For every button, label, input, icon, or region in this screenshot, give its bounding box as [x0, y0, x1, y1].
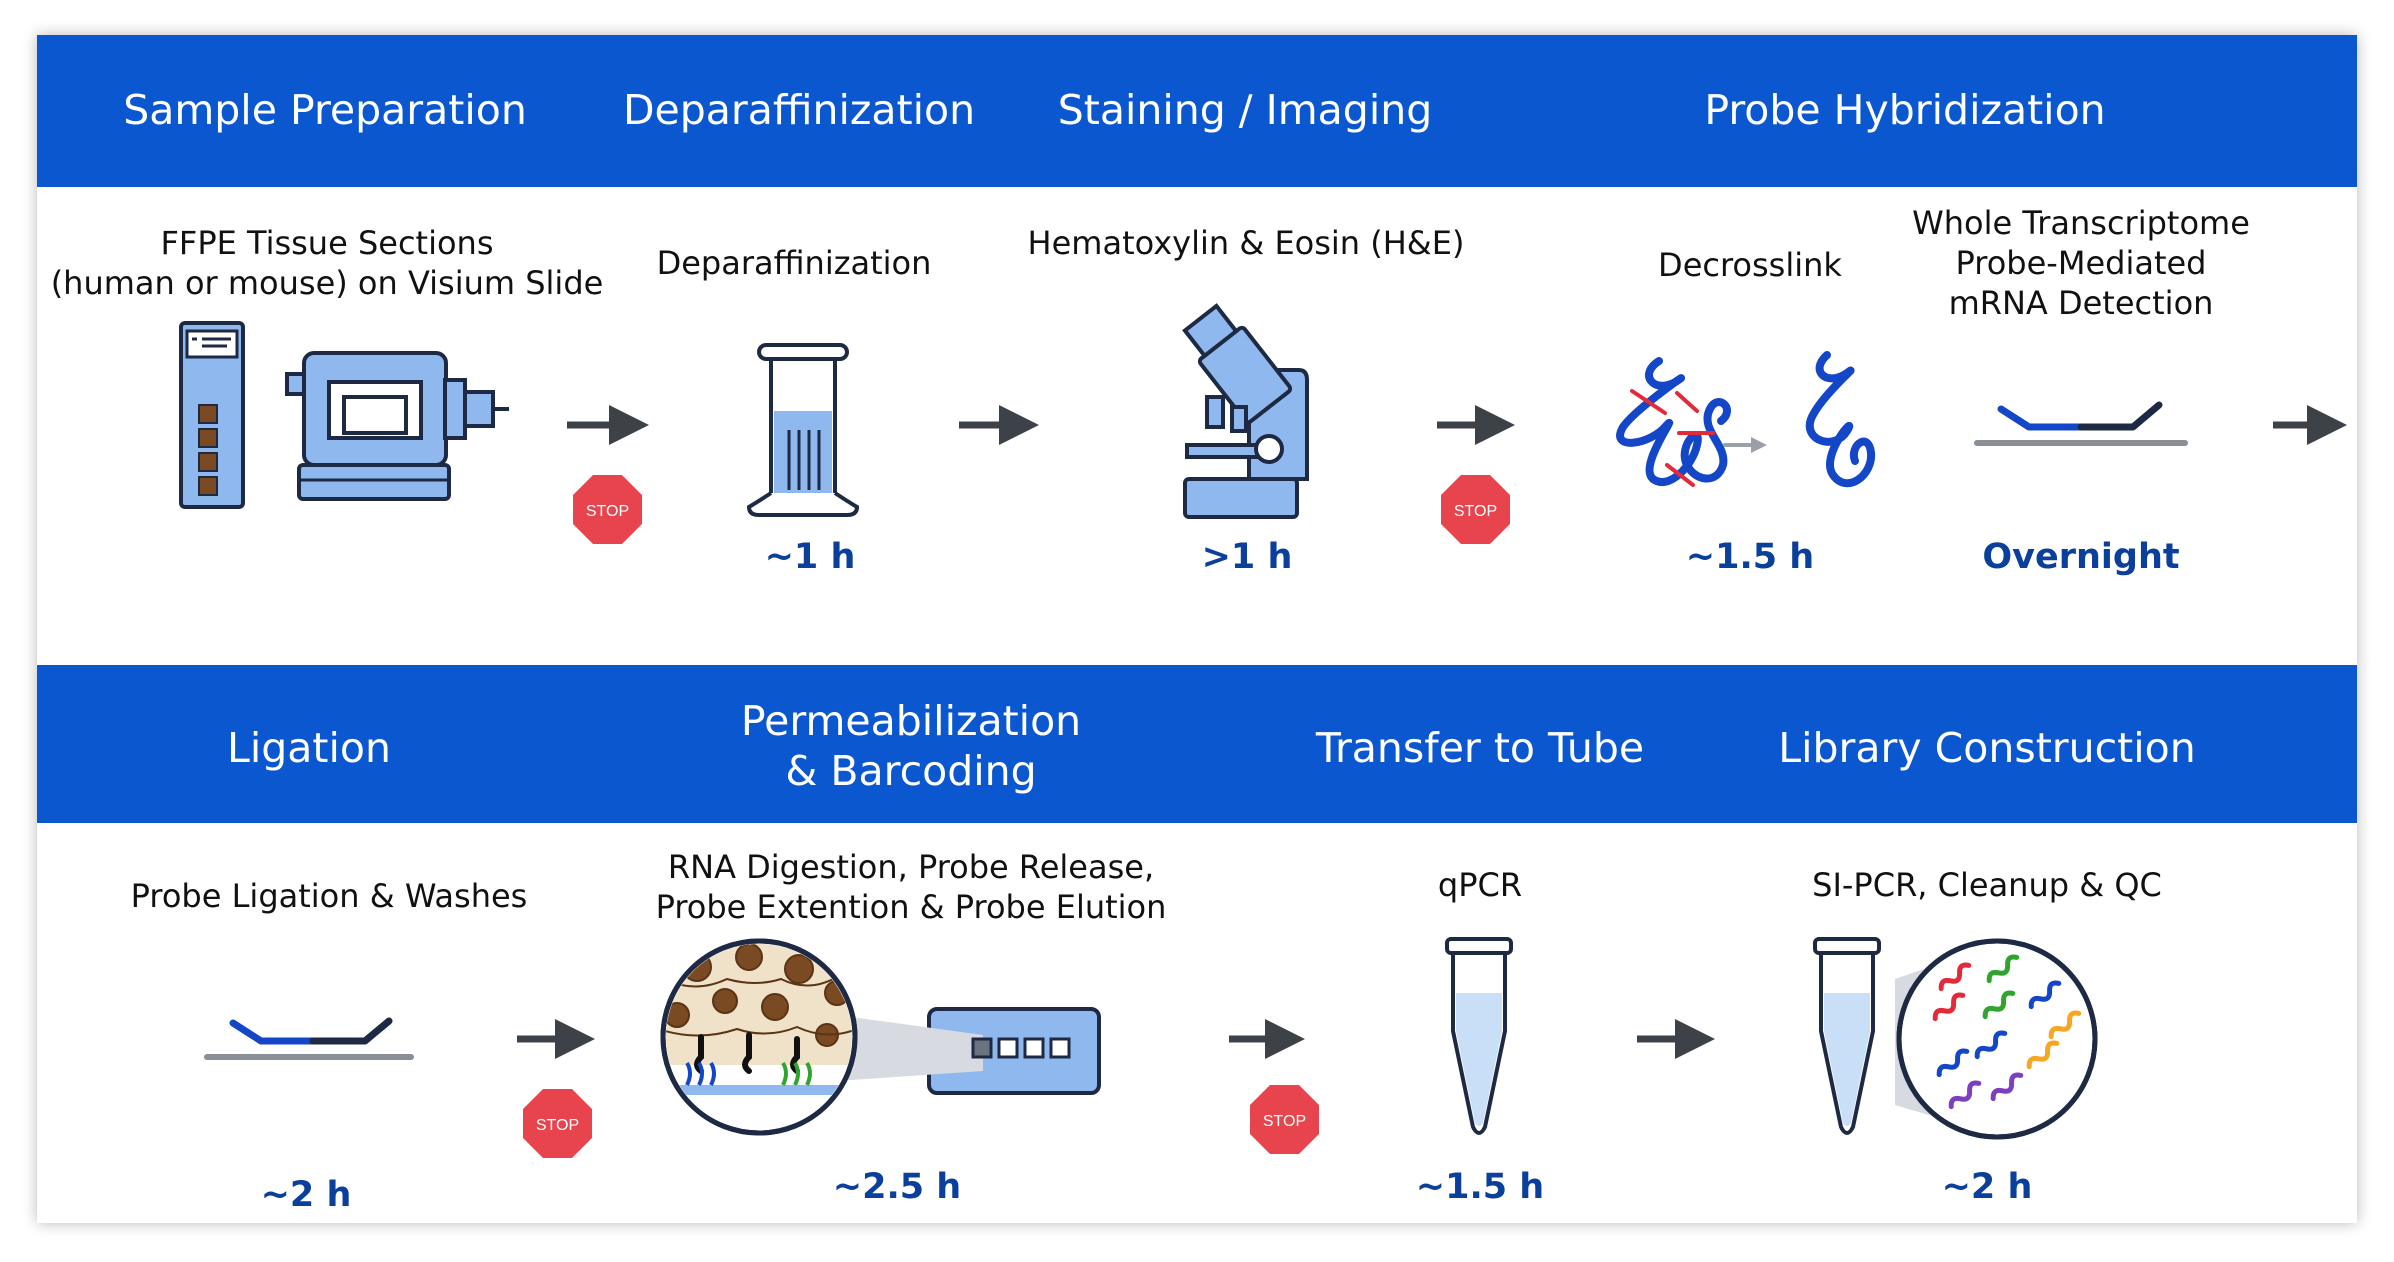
arrow-icon: [2273, 405, 2347, 445]
header-sample-preparation: Sample Preparation: [123, 86, 527, 134]
label-probe-mediated: Probe-Mediated: [1955, 244, 2207, 282]
arrow-icon: [1229, 1019, 1305, 1059]
stop-sign-icon: STOP: [523, 1089, 592, 1158]
time-qpcr: ~1.5 h: [1415, 1167, 1545, 1207]
stop-sign-icon: STOP: [1441, 475, 1510, 544]
header-library-construction: Library Construction: [1778, 724, 2196, 772]
header-permeabilization: Permeabilization: [740, 697, 1082, 745]
library-tube-icon: [1813, 937, 2098, 1140]
label-probe-extension: Probe Extention & Probe Elution: [655, 888, 1167, 926]
time-deparaffinization: ~1 h: [764, 537, 856, 577]
header-ligation: Ligation: [227, 724, 391, 772]
label-rna-digestion: RNA Digestion, Probe Release,: [667, 848, 1155, 886]
label-deparaffinization: Deparaffinization: [656, 244, 932, 282]
stop-sign-icon: STOP: [573, 475, 642, 544]
label-ffpe-sub: (human or mouse) on Visium Slide: [50, 264, 604, 302]
slide-icon: [179, 321, 245, 509]
microscope-icon: [1182, 303, 1309, 519]
time-ligation: ~2 h: [260, 1175, 352, 1215]
svg-text:STOP: STOP: [536, 1117, 579, 1134]
label-he: Hematoxylin & Eosin (H&E): [1027, 224, 1465, 262]
svg-text:STOP: STOP: [1263, 1113, 1306, 1130]
label-si-pcr: SI-PCR, Cleanup & QC: [1812, 866, 2162, 904]
workflow-card: Sample Preparation Deparaffinization Sta…: [37, 35, 2357, 1223]
label-mrna-detection: mRNA Detection: [1948, 284, 2214, 322]
tissue-barcode-icon: [660, 938, 1101, 1136]
header-probe-hybridization: Probe Hybridization: [1704, 86, 2106, 134]
xylene-jar-icon: [746, 343, 860, 517]
label-ffpe: FFPE Tissue Sections: [160, 224, 494, 262]
label-decrosslink: Decrosslink: [1658, 246, 1842, 284]
header-transfer-to-tube: Transfer to Tube: [1315, 724, 1645, 772]
arrow-icon: [567, 405, 649, 445]
label-probe-ligation: Probe Ligation & Washes: [130, 877, 528, 915]
workflow-art: STOP: [179, 303, 2347, 1158]
microtome-icon: [285, 351, 509, 501]
header-deparaffinization: Deparaffinization: [622, 86, 976, 134]
time-permeabilization: ~2.5 h: [832, 1167, 962, 1207]
probe-icon: [204, 1017, 414, 1060]
arrow-icon: [959, 405, 1039, 445]
header-staining-imaging: Staining / Imaging: [1057, 86, 1433, 134]
time-hybridization: Overnight: [1982, 537, 2180, 577]
decrosslink-dna-icon: [1616, 351, 1876, 488]
header-band-row1: [37, 35, 2357, 187]
svg-text:STOP: STOP: [586, 503, 629, 520]
arrow-icon: [1637, 1019, 1715, 1059]
time-library: ~2 h: [1941, 1167, 2033, 1207]
svg-text:STOP: STOP: [1454, 503, 1497, 520]
header-barcoding: & Barcoding: [785, 747, 1037, 795]
header-band-row2: [37, 665, 2357, 823]
label-whole-transcriptome: Whole Transcriptome: [1912, 204, 2250, 242]
stop-sign-icon: STOP: [1250, 1085, 1319, 1154]
label-qpcr: qPCR: [1437, 866, 1523, 904]
arrow-icon: [517, 1019, 595, 1059]
pcr-tube-icon: [1445, 937, 1513, 1135]
arrow-icon: [1437, 405, 1515, 445]
probe-icon: [1974, 401, 2188, 446]
time-he: >1 h: [1201, 537, 1293, 577]
time-decrosslink: ~1.5 h: [1685, 537, 1815, 577]
